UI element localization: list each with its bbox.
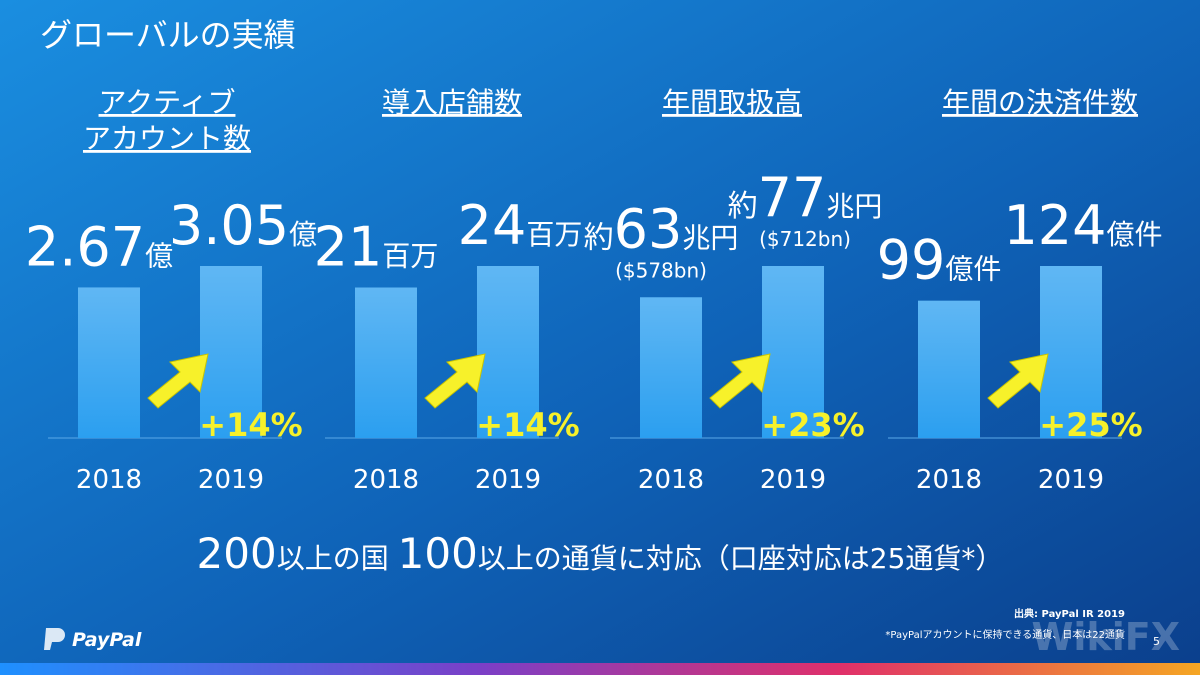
footer-number: 200: [197, 529, 277, 578]
value-label: 約63兆円: [584, 197, 739, 260]
value-label: 99億件: [877, 229, 1002, 292]
x-tick-label: 2019: [760, 465, 826, 495]
bar-shine: [918, 300, 980, 438]
x-tick-label: 2018: [638, 465, 704, 495]
growth-arrow: [424, 353, 486, 409]
growth-arrow: [987, 353, 1049, 409]
value: 63: [614, 197, 683, 260]
chart-title: 導入店舗数: [382, 86, 522, 119]
bar-shine: [762, 266, 824, 438]
value: 3.05: [169, 194, 289, 257]
slide-title: グローバルの実績: [40, 16, 296, 54]
value-label: 124億件: [1003, 194, 1162, 257]
chart-title: アカウント数: [83, 122, 251, 155]
watermark: WikiFX: [1032, 615, 1181, 659]
value-unit: 百万: [526, 218, 582, 251]
logo-icon: [44, 628, 65, 650]
footer-text: 以上の通貨に対応（口座対応は25通貨*）: [478, 542, 1004, 575]
color-strip: [0, 663, 1200, 675]
value-sublabel: ($712bn): [759, 227, 851, 251]
note: *PayPalアカウントに保持できる通貨、日本は22通貨: [885, 628, 1125, 641]
value-unit: 億: [145, 239, 173, 272]
value-unit: 億: [289, 218, 317, 251]
growth-label: +23%: [761, 406, 864, 444]
chart-title: 年間の決済件数: [942, 86, 1138, 119]
growth-arrow: [147, 353, 209, 409]
bar-shine: [200, 266, 262, 438]
footer-text: 以上の国: [277, 542, 398, 575]
value-label: 約77兆円: [728, 166, 883, 229]
chart-title: 年間取扱高: [662, 86, 802, 119]
logo-text: PayPal: [72, 629, 142, 651]
bar-shine: [78, 287, 140, 438]
value-sublabel: ($578bn): [615, 258, 707, 282]
growth-arrow: [709, 353, 771, 409]
x-tick-label: 2018: [916, 465, 982, 495]
value-unit: 兆円: [682, 221, 738, 254]
value-prefix: 約: [584, 220, 614, 255]
x-tick-label: 2019: [1038, 465, 1104, 495]
value-unit: 兆円: [826, 190, 882, 223]
footer: 200以上の国 100以上の通貨に対応（口座対応は25通貨*）: [197, 529, 1004, 578]
page-number: 5: [1153, 635, 1160, 648]
growth-label: +14%: [476, 406, 579, 444]
value-label: 2.67億: [25, 215, 173, 278]
footer-number: 100: [398, 529, 478, 578]
logo: PayPal: [44, 628, 142, 651]
value-unit: 億件: [945, 253, 1001, 286]
value-label: 3.05億: [169, 194, 317, 257]
value: 77: [758, 166, 827, 229]
value: 24: [458, 194, 527, 257]
growth-label: +25%: [1039, 406, 1142, 444]
x-tick-label: 2019: [475, 465, 541, 495]
value: 124: [1003, 194, 1106, 257]
value: 21: [314, 216, 383, 279]
value-unit: 億件: [1107, 218, 1163, 251]
x-tick-label: 2019: [198, 465, 264, 495]
value: 2.67: [25, 215, 145, 278]
bar-shine: [640, 297, 702, 438]
bar-shine: [355, 287, 417, 438]
source: 出典: PayPal IR 2019: [1014, 607, 1125, 620]
x-tick-label: 2018: [353, 465, 419, 495]
value-prefix: 約: [728, 189, 758, 224]
bar-shine: [1040, 266, 1102, 438]
value-unit: 百万: [382, 240, 438, 273]
bar-shine: [477, 266, 539, 438]
value-label: 24百万: [458, 194, 583, 257]
chart-title: アクティブ: [99, 86, 236, 119]
value: 99: [877, 229, 946, 292]
growth-label: +14%: [199, 406, 302, 444]
value-label: 21百万: [314, 216, 439, 279]
x-tick-label: 2018: [76, 465, 142, 495]
